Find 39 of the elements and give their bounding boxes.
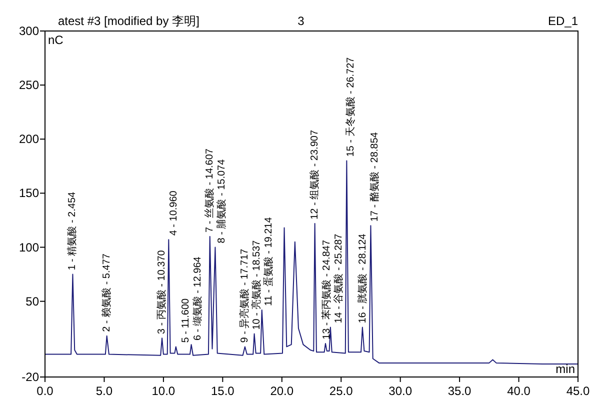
annotation: 2 - 赖氨酸 - 5.477 (100, 253, 112, 332)
x-tick-label: 5.0 (96, 384, 113, 398)
y-tick-label: -20 (22, 370, 40, 384)
annotation: 16 - 胱氨酸 - 28.124 (356, 233, 368, 324)
annotation: 7 - 丝氨酸 - 14.607 (204, 148, 216, 232)
x-tick-label: 10.0 (152, 384, 176, 398)
y-axis-title: nC (48, 33, 64, 47)
annotation: 13 - 苯丙氨酸 - 24.847 (320, 240, 332, 340)
annotation: 17 - 酪氨酸 - 28.854 (368, 132, 380, 222)
annotation: 14 - 谷氨酸 - 25.287 (332, 233, 344, 324)
y-tick-label: 200 (18, 132, 40, 146)
chart-title: atest #3 [modified by 李明] (58, 14, 200, 28)
annotation: 8 - 脯氨酸 - 15.074 (216, 158, 228, 244)
annotation: 6 - 缬氨酸 - 12.964 (192, 256, 204, 341)
annotation: 11 - 蛋氨酸 - 19.214 (262, 216, 274, 306)
annotation: 12 - 组氨酸 - 23.907 (308, 130, 320, 220)
x-tick-label: 30.0 (388, 384, 412, 398)
text: ED_1 (548, 14, 578, 28)
annotation: 4 - 10.960 (168, 190, 180, 236)
annotation: 10 - 亮氨酸 - 18.537 (250, 240, 262, 330)
x-tick-label: 35.0 (448, 384, 472, 398)
annotation: 5 - 11.600 (180, 298, 192, 343)
y-tick-label: 150 (18, 186, 40, 200)
x-tick-label: 0.0 (36, 384, 54, 398)
x-tick-label: 15.0 (210, 384, 235, 398)
x-tick-label: 40.0 (507, 384, 531, 398)
annotation: 9 - 异亮氨酸 - 17.717 (238, 248, 250, 343)
annotation: 1 - 精氨酸 - 2.454 (66, 191, 78, 270)
x-axis-title: min (556, 362, 575, 376)
y-tick-label: 100 (18, 240, 40, 254)
annotation: 3 - 丙氨酸 - 10.370 (156, 250, 168, 334)
chart-subtitle: 3 (298, 14, 305, 28)
y-tick-label: 50 (26, 294, 40, 308)
x-tick-label: 45.0 (566, 384, 590, 398)
y-tick-label: 250 (18, 78, 40, 92)
x-tick-label: 20.0 (270, 384, 294, 398)
annotation: 15 - 天冬氨酸 - 26.727 (344, 56, 356, 157)
x-tick-label: 25.0 (329, 384, 354, 398)
y-tick-label: 300 (18, 24, 40, 38)
